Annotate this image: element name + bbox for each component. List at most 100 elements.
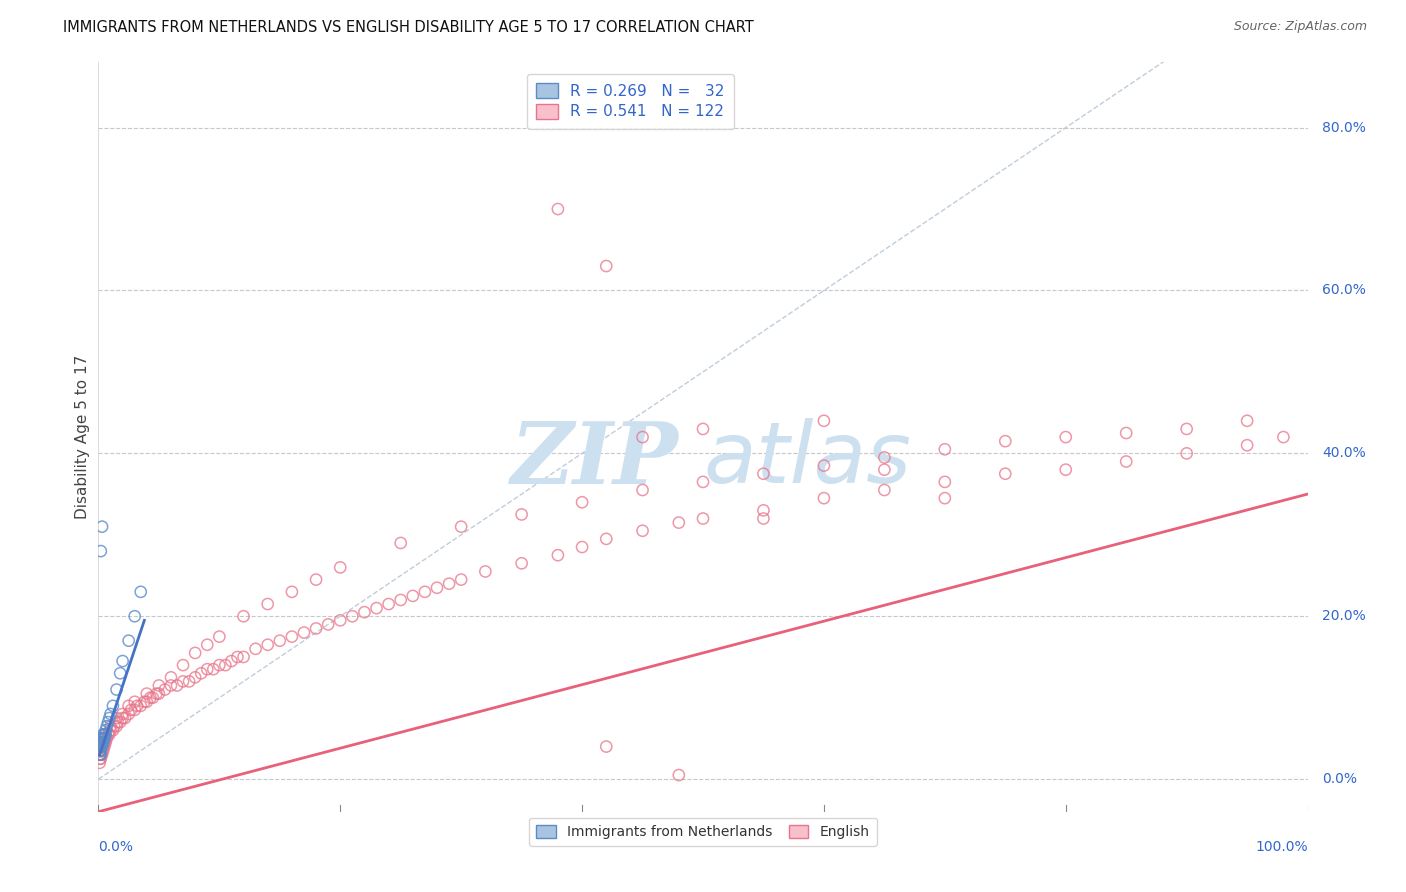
Point xyxy=(692,511,714,525)
Point xyxy=(91,731,114,746)
Point xyxy=(105,711,128,725)
Point xyxy=(221,654,243,668)
Y-axis label: Disability Age 5 to 17: Disability Age 5 to 17 xyxy=(75,355,90,519)
Point xyxy=(94,727,117,741)
Point xyxy=(135,687,157,701)
Point xyxy=(91,744,114,758)
Point xyxy=(96,731,118,746)
Point xyxy=(134,695,156,709)
Point xyxy=(90,544,112,558)
Point xyxy=(510,557,533,571)
Point xyxy=(124,609,146,624)
Point xyxy=(595,739,617,754)
Point xyxy=(571,540,593,554)
Point xyxy=(1115,454,1137,468)
Point xyxy=(101,723,124,738)
Point xyxy=(631,430,654,444)
Point xyxy=(813,458,835,473)
Text: 0.0%: 0.0% xyxy=(1322,772,1357,786)
Point xyxy=(208,630,231,644)
Point xyxy=(124,695,146,709)
Point xyxy=(89,756,111,770)
Point xyxy=(100,706,122,721)
Point xyxy=(94,723,117,738)
Point xyxy=(105,682,128,697)
Point xyxy=(129,698,152,713)
Point xyxy=(873,483,896,497)
Point xyxy=(103,719,125,733)
Text: 60.0%: 60.0% xyxy=(1322,284,1367,297)
Point xyxy=(1236,414,1258,428)
Text: IMMIGRANTS FROM NETHERLANDS VS ENGLISH DISABILITY AGE 5 TO 17 CORRELATION CHART: IMMIGRANTS FROM NETHERLANDS VS ENGLISH D… xyxy=(63,20,754,35)
Point xyxy=(118,698,141,713)
Point xyxy=(377,597,399,611)
Point xyxy=(389,593,412,607)
Point xyxy=(127,698,149,713)
Point xyxy=(202,662,225,676)
Point xyxy=(752,503,775,517)
Point xyxy=(91,519,114,533)
Point xyxy=(98,727,121,741)
Point xyxy=(873,450,896,465)
Point xyxy=(105,719,128,733)
Point xyxy=(353,605,375,619)
Point xyxy=(91,739,114,754)
Point xyxy=(89,744,111,758)
Text: 20.0%: 20.0% xyxy=(1322,609,1365,624)
Point xyxy=(510,508,533,522)
Point xyxy=(111,706,134,721)
Point xyxy=(595,259,617,273)
Point xyxy=(1115,425,1137,440)
Point xyxy=(316,617,339,632)
Point xyxy=(547,202,569,216)
Point xyxy=(129,584,152,599)
Point xyxy=(142,690,165,705)
Point xyxy=(94,735,117,749)
Point xyxy=(97,715,120,730)
Point xyxy=(692,475,714,489)
Point xyxy=(269,633,291,648)
Point xyxy=(145,687,167,701)
Point xyxy=(148,678,170,692)
Point xyxy=(342,609,364,624)
Point xyxy=(91,747,114,762)
Point xyxy=(172,674,194,689)
Point xyxy=(413,584,436,599)
Point xyxy=(692,422,714,436)
Text: 40.0%: 40.0% xyxy=(1322,446,1365,460)
Point xyxy=(153,682,176,697)
Point xyxy=(160,678,183,692)
Point xyxy=(179,674,201,689)
Point xyxy=(232,609,254,624)
Point xyxy=(934,442,956,457)
Point xyxy=(89,735,111,749)
Point xyxy=(226,650,249,665)
Point xyxy=(90,739,112,754)
Point xyxy=(160,670,183,684)
Point xyxy=(100,723,122,738)
Point xyxy=(97,727,120,741)
Point xyxy=(90,747,112,762)
Point xyxy=(402,589,425,603)
Point xyxy=(256,638,278,652)
Point xyxy=(190,666,212,681)
Text: Source: ZipAtlas.com: Source: ZipAtlas.com xyxy=(1233,20,1367,33)
Point xyxy=(90,747,112,762)
Point xyxy=(1175,446,1198,460)
Point xyxy=(90,731,112,746)
Point xyxy=(329,613,352,627)
Point xyxy=(1236,438,1258,452)
Point xyxy=(90,739,112,754)
Point xyxy=(172,658,194,673)
Point xyxy=(232,650,254,665)
Point xyxy=(89,747,111,762)
Point xyxy=(90,735,112,749)
Text: atlas: atlas xyxy=(703,418,911,501)
Point xyxy=(98,711,121,725)
Point xyxy=(813,414,835,428)
Point xyxy=(437,576,460,591)
Point xyxy=(124,703,146,717)
Point xyxy=(214,658,236,673)
Point xyxy=(184,646,207,660)
Point xyxy=(281,584,304,599)
